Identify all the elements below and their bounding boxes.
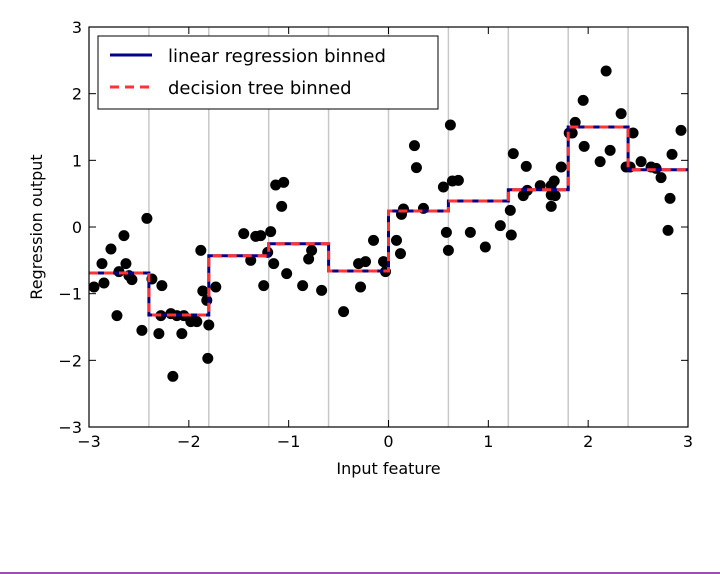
data-point	[96, 258, 108, 270]
data-point	[195, 244, 207, 256]
data-point	[615, 108, 627, 120]
data-point	[464, 226, 476, 238]
data-point	[268, 258, 280, 270]
data-point	[197, 285, 209, 297]
data-point	[355, 281, 367, 293]
data-point	[410, 162, 422, 174]
x-tick-label: 2	[583, 432, 593, 451]
data-point	[655, 172, 667, 184]
y-tick-label: 1	[72, 151, 82, 170]
data-point	[600, 65, 612, 77]
x-tick-label: 0	[383, 432, 393, 451]
data-point	[569, 116, 581, 128]
data-point	[507, 148, 519, 160]
data-point	[444, 119, 456, 131]
data-point	[635, 156, 647, 168]
regression-lines	[89, 125, 688, 317]
data-point	[604, 144, 616, 156]
x-axis-label: Input feature	[336, 459, 440, 478]
axis-ticks: −3 −2 −1 0 1 2 3 −3 −2 −1 0 1 2 3	[58, 18, 693, 451]
data-point	[338, 306, 350, 318]
data-point	[548, 175, 560, 187]
y-tick-label: −3	[58, 418, 82, 437]
data-point	[452, 174, 464, 186]
data-point	[306, 244, 318, 256]
data-point	[176, 328, 188, 340]
x-tick-label: −3	[77, 432, 101, 451]
data-point	[549, 190, 561, 202]
data-point	[156, 280, 168, 292]
data-point	[141, 212, 153, 224]
legend-label: linear regression binned	[168, 46, 386, 67]
bottom-accent-rule	[0, 572, 720, 574]
data-point	[664, 192, 676, 204]
data-point	[545, 200, 557, 212]
legend-box	[97, 35, 439, 110]
data-point	[136, 324, 148, 336]
data-point	[202, 352, 214, 364]
data-point	[594, 156, 606, 168]
x-tick-label: −1	[277, 432, 301, 451]
data-point	[120, 258, 132, 270]
data-point	[408, 140, 420, 152]
data-point	[191, 316, 203, 328]
data-point	[210, 281, 222, 293]
data-point	[555, 161, 567, 173]
data-point	[303, 253, 315, 265]
data-point	[662, 224, 674, 236]
data-point	[437, 181, 449, 193]
y-tick-label: −2	[58, 351, 82, 370]
data-point	[577, 94, 589, 106]
data-point	[255, 230, 267, 242]
data-point	[316, 284, 328, 296]
data-point	[88, 281, 100, 293]
data-point	[203, 319, 215, 331]
y-tick-label: 0	[72, 218, 82, 237]
data-point	[105, 243, 117, 255]
data-point	[578, 140, 590, 152]
data-point	[238, 228, 250, 240]
data-point	[265, 226, 277, 238]
data-point	[479, 241, 491, 253]
data-point	[278, 176, 290, 188]
data-point	[378, 256, 390, 268]
data-point	[98, 277, 110, 289]
data-point	[368, 234, 380, 246]
data-point	[201, 294, 213, 306]
x-tick-label: 3	[683, 432, 693, 451]
data-point	[440, 226, 452, 238]
data-point	[126, 274, 138, 286]
data-point	[394, 248, 406, 260]
data-point	[297, 280, 309, 292]
legend-label: decision tree binned	[168, 78, 352, 99]
data-point	[118, 230, 130, 242]
data-point	[520, 160, 532, 172]
data-point	[442, 244, 454, 256]
data-point	[494, 220, 506, 232]
data-point	[390, 234, 402, 246]
data-point	[505, 229, 517, 241]
data-point	[111, 310, 123, 322]
data-point	[167, 370, 179, 382]
y-tick-label: −1	[58, 285, 82, 304]
data-point	[397, 203, 409, 215]
data-point	[360, 256, 372, 268]
data-point	[245, 254, 257, 266]
data-point	[627, 127, 639, 139]
data-point	[153, 328, 165, 340]
x-tick-label: 1	[483, 432, 493, 451]
data-point	[276, 200, 288, 212]
y-tick-label: 2	[72, 85, 82, 104]
data-point	[675, 124, 687, 136]
legend: linear regression binned decision tree bi…	[97, 35, 439, 110]
data-point	[504, 204, 516, 216]
y-axis-label: Regression output	[27, 154, 46, 299]
x-tick-label: −2	[177, 432, 201, 451]
y-tick-label: 3	[72, 18, 82, 37]
data-point	[281, 268, 293, 280]
data-point	[258, 280, 270, 292]
decision-tree-line	[89, 125, 688, 317]
data-point	[666, 148, 678, 160]
